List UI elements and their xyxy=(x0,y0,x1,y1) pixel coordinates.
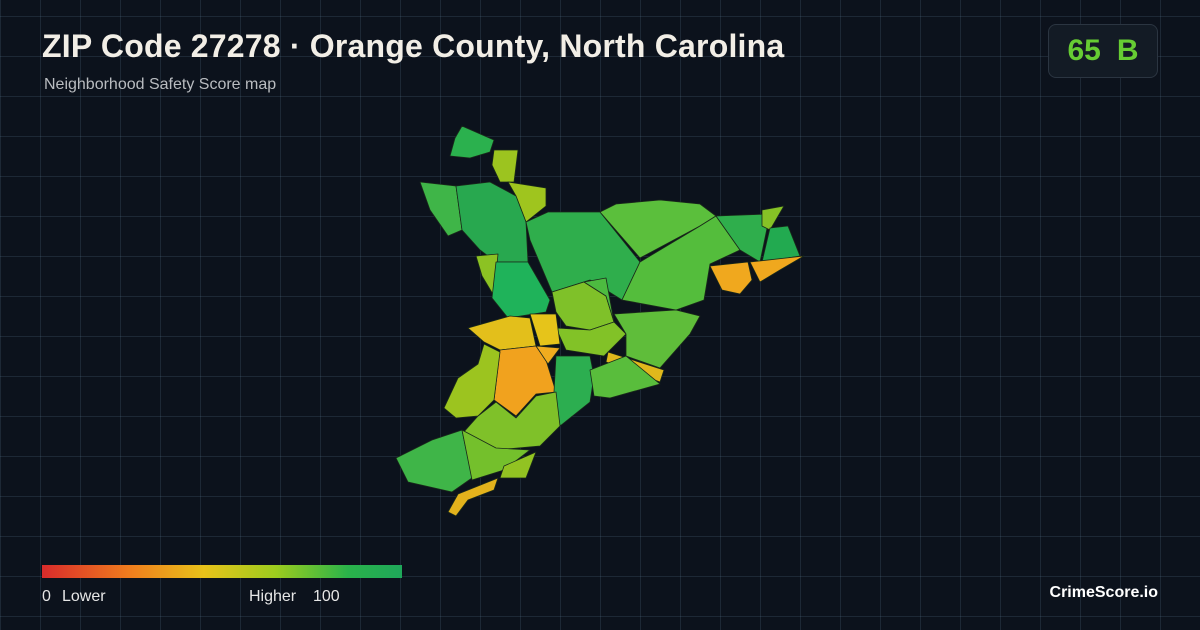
region xyxy=(491,149,519,183)
score-badge: 65 B xyxy=(1048,24,1158,78)
region xyxy=(621,215,741,311)
region xyxy=(491,261,551,319)
region xyxy=(499,451,537,479)
legend-max: 100 xyxy=(313,588,340,605)
legend-high-label: Higher xyxy=(249,588,297,605)
region xyxy=(443,343,501,419)
region xyxy=(535,345,561,365)
region xyxy=(507,181,547,223)
region xyxy=(613,309,701,369)
legend-gradient xyxy=(42,565,402,578)
region xyxy=(395,429,473,493)
region xyxy=(599,199,717,259)
region xyxy=(529,313,561,347)
region xyxy=(447,477,499,517)
region xyxy=(553,355,595,427)
legend-min: 0 xyxy=(42,588,51,605)
legend-low-label: Lower xyxy=(62,588,106,605)
page-title: ZIP Code 27278 · Orange County, North Ca… xyxy=(42,28,785,64)
score-grade: B xyxy=(1116,34,1139,67)
brand: CrimeScore.io xyxy=(1049,584,1158,601)
page-subtitle: Neighborhood Safety Score map xyxy=(44,76,277,93)
region xyxy=(449,125,495,159)
region xyxy=(589,355,661,399)
region xyxy=(761,225,801,263)
region xyxy=(467,315,537,351)
region xyxy=(761,205,785,231)
region xyxy=(749,255,805,283)
region xyxy=(461,391,561,451)
map-regions xyxy=(395,125,805,517)
region xyxy=(709,261,753,295)
region xyxy=(419,181,463,237)
score-value: 65 xyxy=(1067,34,1101,67)
